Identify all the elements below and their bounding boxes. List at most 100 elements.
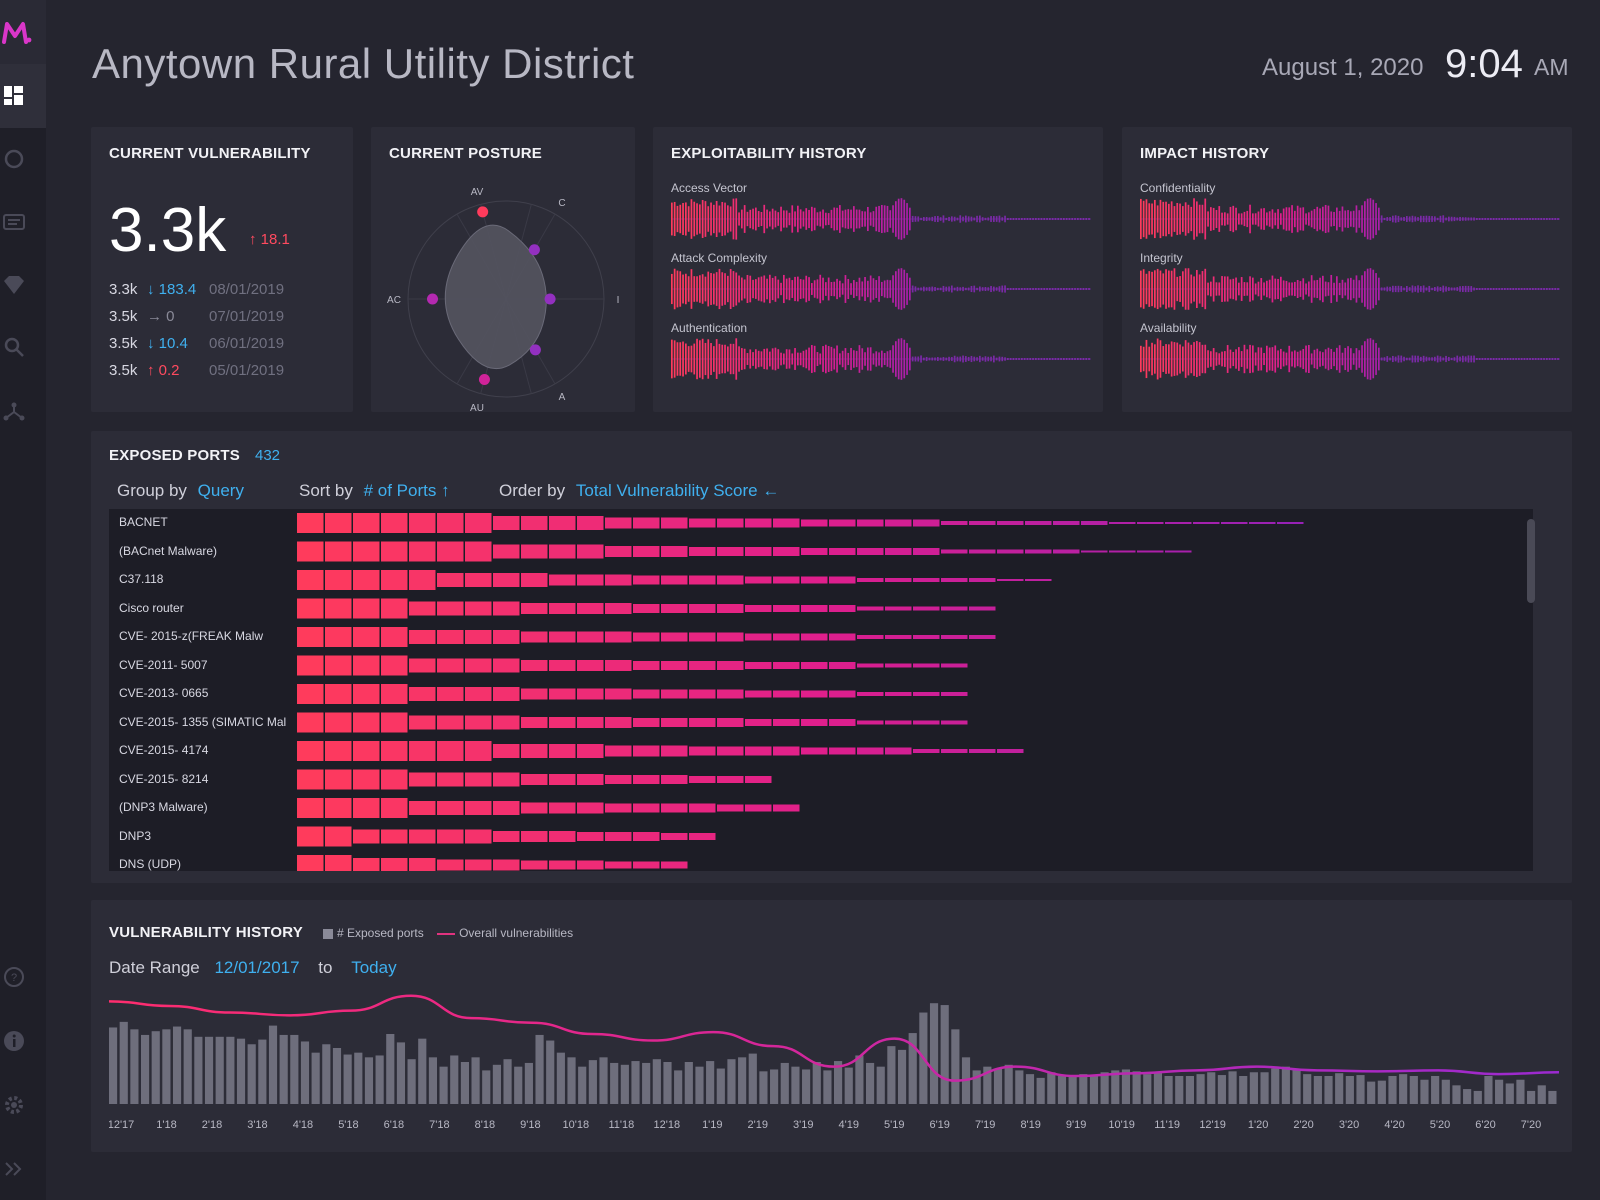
radar-point[interactable]: [427, 293, 438, 305]
date-range-from[interactable]: 12/01/2017: [214, 958, 300, 977]
history-bar[interactable]: [684, 1062, 693, 1104]
port-cell[interactable]: [493, 801, 520, 815]
port-cell[interactable]: [773, 576, 800, 584]
port-cell[interactable]: [325, 598, 352, 619]
port-cell[interactable]: [885, 548, 912, 555]
history-bar[interactable]: [929, 1003, 939, 1104]
port-cell[interactable]: [409, 772, 436, 787]
history-bar[interactable]: [162, 1029, 171, 1104]
port-cell[interactable]: [745, 576, 772, 584]
port-cell[interactable]: [773, 662, 800, 669]
port-cell[interactable]: [437, 801, 464, 815]
port-cell[interactable]: [577, 516, 604, 530]
port-cell[interactable]: [381, 829, 408, 844]
port-cell[interactable]: [633, 718, 660, 727]
port-cell[interactable]: [493, 744, 520, 758]
history-bar[interactable]: [140, 1034, 150, 1104]
port-cell[interactable]: [325, 684, 352, 704]
port-cell[interactable]: [773, 746, 800, 756]
port-cell[interactable]: [885, 747, 912, 755]
port-cell[interactable]: [857, 606, 884, 611]
port-cell[interactable]: [493, 772, 520, 787]
port-cell[interactable]: [297, 712, 324, 733]
port-cell[interactable]: [297, 855, 324, 871]
port-cell[interactable]: [549, 516, 576, 530]
port-cell[interactable]: [465, 829, 492, 844]
radar-point[interactable]: [544, 293, 556, 305]
port-cell[interactable]: [857, 720, 884, 725]
history-bar[interactable]: [1121, 1069, 1131, 1104]
port-cell[interactable]: [381, 798, 408, 818]
history-bar[interactable]: [364, 1057, 374, 1104]
port-cell[interactable]: [325, 769, 352, 790]
port-cell[interactable]: [521, 802, 548, 814]
port-cell[interactable]: [829, 576, 856, 584]
port-cell[interactable]: [297, 798, 324, 818]
port-cell[interactable]: [913, 749, 940, 753]
port-cell[interactable]: [437, 630, 464, 644]
history-bar[interactable]: [1068, 1076, 1077, 1104]
port-cell[interactable]: [717, 661, 744, 670]
history-bar[interactable]: [1100, 1072, 1109, 1104]
port-cell[interactable]: [717, 689, 744, 699]
history-bar[interactable]: [524, 1062, 533, 1104]
port-row-label[interactable]: DNP3: [119, 828, 152, 843]
history-bar[interactable]: [1175, 1076, 1184, 1104]
port-cell[interactable]: [549, 860, 576, 870]
port-cell[interactable]: [689, 803, 716, 813]
nav-network[interactable]: [0, 392, 46, 432]
port-cell[interactable]: [493, 601, 520, 616]
port-cell[interactable]: [521, 516, 548, 530]
history-bar[interactable]: [1367, 1081, 1376, 1104]
port-cell[interactable]: [465, 658, 492, 673]
history-bar[interactable]: [1004, 1064, 1013, 1104]
port-cell[interactable]: [717, 746, 744, 756]
port-cell[interactable]: [465, 630, 492, 644]
port-cell[interactable]: [857, 578, 884, 582]
history-bar[interactable]: [738, 1057, 747, 1104]
port-cell[interactable]: [633, 832, 660, 841]
history-bar[interactable]: [1516, 1079, 1525, 1104]
port-cell[interactable]: [353, 798, 380, 818]
history-bar[interactable]: [1281, 1066, 1290, 1104]
port-cell[interactable]: [745, 804, 772, 812]
port-cell[interactable]: [549, 831, 576, 842]
history-bar[interactable]: [1431, 1076, 1440, 1104]
port-cell[interactable]: [857, 692, 884, 696]
port-cell[interactable]: [381, 858, 408, 871]
port-cell[interactable]: [297, 655, 324, 676]
port-cell[interactable]: [689, 547, 716, 556]
history-bar[interactable]: [1132, 1071, 1141, 1104]
port-cell[interactable]: [941, 692, 968, 696]
port-cell[interactable]: [353, 769, 380, 790]
port-cell[interactable]: [577, 774, 604, 785]
port-cell[interactable]: [381, 655, 408, 676]
port-cell[interactable]: [325, 712, 352, 733]
port-cell[interactable]: [465, 573, 492, 587]
history-bar[interactable]: [236, 1038, 246, 1104]
history-bar[interactable]: [1015, 1070, 1024, 1104]
port-cell[interactable]: [1053, 549, 1080, 554]
port-cell[interactable]: [465, 601, 492, 616]
port-cell[interactable]: [773, 547, 800, 556]
port-cell[interactable]: [521, 744, 548, 758]
history-bar[interactable]: [983, 1066, 992, 1104]
port-cell[interactable]: [661, 517, 688, 529]
port-cell[interactable]: [409, 570, 436, 590]
port-cell[interactable]: [689, 833, 716, 840]
port-cell[interactable]: [633, 861, 660, 869]
port-row-label[interactable]: DNS (UDP): [119, 857, 181, 871]
history-bar[interactable]: [1025, 1074, 1035, 1104]
port-cell[interactable]: [717, 604, 744, 613]
port-cell[interactable]: [521, 717, 548, 728]
port-cell[interactable]: [353, 627, 380, 647]
port-cell[interactable]: [885, 519, 912, 527]
history-bar[interactable]: [290, 1034, 299, 1104]
port-cell[interactable]: [1081, 521, 1108, 525]
port-cell[interactable]: [577, 544, 604, 559]
port-cell[interactable]: [717, 776, 744, 783]
port-cell[interactable]: [801, 719, 828, 726]
port-cell[interactable]: [717, 547, 744, 556]
history-bar[interactable]: [1260, 1072, 1269, 1104]
history-bar[interactable]: [503, 1059, 512, 1104]
